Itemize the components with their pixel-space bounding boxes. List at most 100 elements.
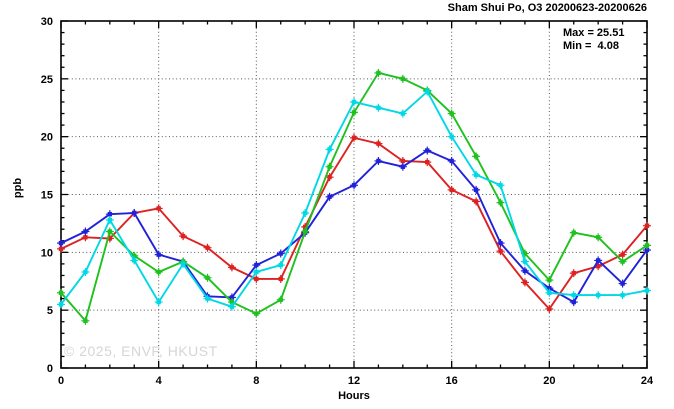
- data-point-marker: [254, 276, 259, 282]
- watermark: © 2025, ENVF, HKUST: [64, 343, 218, 359]
- data-point-marker: [547, 277, 552, 283]
- chart-title: Sham Shui Po, O3 20200623-20200626: [447, 2, 647, 14]
- data-point-marker: [473, 154, 479, 159]
- data-point-marker: [254, 311, 259, 316]
- x-tick-label: 24: [641, 375, 654, 387]
- data-point-marker: [180, 233, 186, 239]
- data-point-marker: [278, 251, 283, 256]
- y-tick-label: 0: [47, 363, 53, 375]
- data-point-marker: [376, 105, 381, 110]
- data-point-marker: [58, 302, 64, 307]
- data-point-marker: [644, 288, 650, 293]
- data-point-marker: [522, 268, 528, 274]
- data-point-marker: [400, 76, 406, 82]
- data-point-marker: [522, 251, 528, 256]
- data-point-marker: [376, 70, 381, 76]
- data-point-marker: [400, 164, 406, 169]
- data-point-marker: [571, 270, 576, 276]
- data-point-marker: [595, 264, 601, 269]
- data-point-marker: [83, 229, 88, 234]
- stats-box: Max = 25.51 Min = 4.08: [563, 27, 624, 53]
- data-point-marker: [58, 290, 64, 296]
- data-point-marker: [376, 158, 381, 164]
- x-tick-label: 0: [58, 375, 64, 387]
- cyan-line: [60, 90, 648, 308]
- x-tick-label: 16: [446, 375, 458, 387]
- data-point-marker: [302, 210, 308, 216]
- data-point-marker: [425, 89, 430, 94]
- y-tick-label: 10: [41, 247, 53, 259]
- y-tick-label: 20: [41, 132, 53, 144]
- data-point-marker: [595, 258, 601, 263]
- data-point-marker: [58, 240, 64, 246]
- data-point-marker: [449, 187, 454, 193]
- data-point-marker: [620, 252, 625, 257]
- data-point-marker: [449, 158, 454, 164]
- data-point-marker: [547, 306, 552, 312]
- data-point-marker: [327, 194, 332, 200]
- data-point-marker: [205, 296, 210, 301]
- data-point-marker: [229, 299, 235, 305]
- plot-border: [60, 20, 648, 369]
- data-point-marker: [376, 141, 381, 146]
- data-point-marker: [302, 224, 308, 230]
- x-tick-label: 8: [253, 375, 259, 387]
- data-point-marker: [644, 243, 650, 248]
- data-point-marker: [498, 248, 503, 254]
- data-point-marker: [254, 262, 259, 268]
- data-point-marker: [205, 275, 210, 280]
- data-point-marker: [547, 285, 552, 291]
- data-point-marker: [229, 295, 235, 300]
- data-point-marker: [644, 247, 650, 253]
- data-point-marker: [620, 281, 625, 286]
- data-point-marker: [132, 253, 137, 259]
- data-point-marker: [473, 172, 479, 178]
- x-tick-label: 4: [156, 375, 163, 387]
- data-point-marker: [278, 297, 283, 302]
- data-point-marker: [522, 259, 528, 264]
- data-point-marker: [351, 110, 357, 115]
- data-point-marker: [302, 229, 308, 234]
- data-point-marker: [351, 135, 357, 141]
- data-point-marker: [473, 187, 479, 193]
- data-point-marker: [400, 111, 406, 116]
- data-point-marker: [229, 304, 235, 309]
- x-tick-label: 12: [348, 375, 360, 387]
- y-axis-title: ppb: [12, 177, 24, 199]
- data-point-marker: [498, 183, 503, 188]
- data-point-marker: [327, 147, 332, 152]
- data-point-marker: [547, 290, 552, 296]
- data-point-marker: [132, 258, 137, 263]
- data-point-marker: [156, 269, 161, 275]
- x-tick-label: 20: [543, 375, 555, 387]
- y-tick-label: 30: [41, 16, 53, 28]
- data-point-marker: [620, 259, 625, 264]
- data-point-marker: [107, 236, 113, 241]
- data-point-marker: [83, 318, 88, 324]
- data-point-marker: [498, 240, 503, 246]
- data-point-marker: [278, 262, 283, 268]
- data-point-marker: [156, 206, 161, 211]
- data-point-marker: [254, 269, 259, 275]
- data-point-marker: [229, 265, 235, 270]
- data-point-marker: [522, 280, 528, 285]
- y-tick-label: 5: [47, 305, 53, 317]
- data-point-marker: [351, 183, 357, 188]
- data-point-marker: [180, 261, 186, 267]
- data-point-marker: [498, 200, 503, 205]
- data-point-marker: [351, 99, 357, 105]
- data-point-marker: [425, 159, 430, 165]
- data-point-marker: [425, 148, 430, 153]
- data-point-marker: [644, 223, 650, 228]
- x-axis-title: Hours: [338, 390, 370, 402]
- data-point-marker: [156, 299, 161, 305]
- data-point-marker: [620, 292, 625, 298]
- data-point-marker: [571, 292, 576, 298]
- data-point-marker: [205, 245, 210, 250]
- data-point-marker: [571, 299, 576, 305]
- data-point-marker: [595, 235, 601, 240]
- data-point-marker: [107, 217, 113, 223]
- data-point-marker: [107, 211, 113, 217]
- data-point-marker: [595, 292, 601, 298]
